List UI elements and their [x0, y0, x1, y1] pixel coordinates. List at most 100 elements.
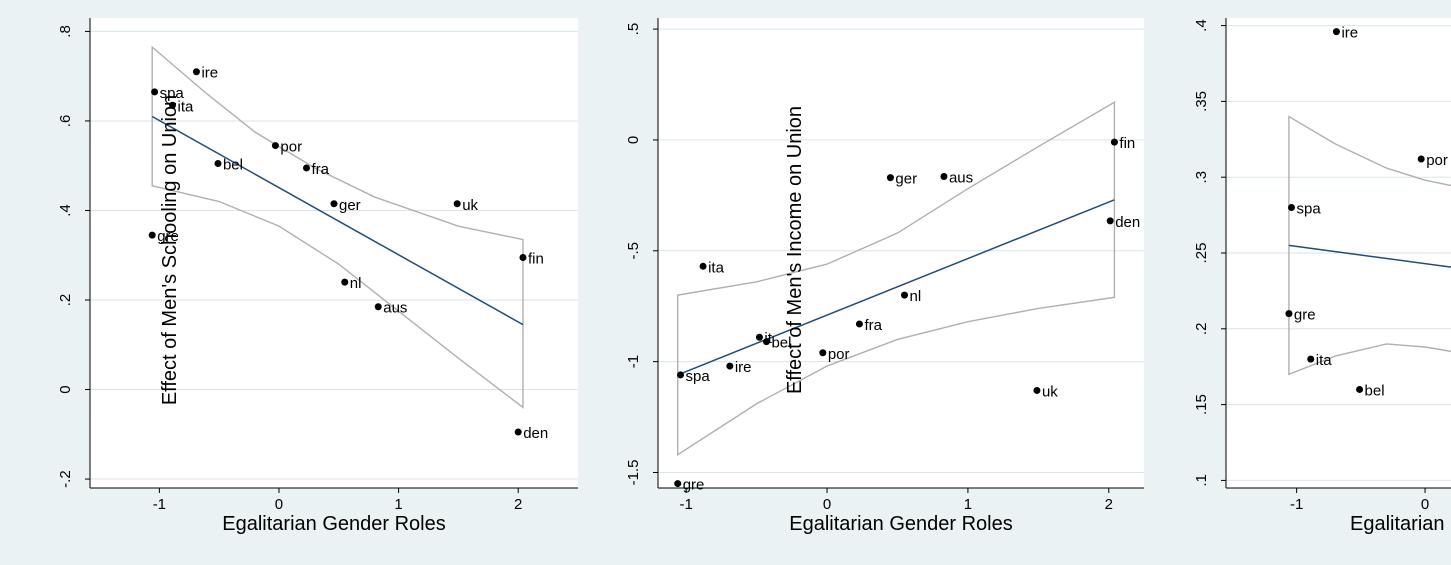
- data-point-bel: [762, 338, 770, 346]
- data-point-bel: [1356, 385, 1364, 393]
- data-point-spa: [677, 371, 685, 379]
- point-label-bel: bel: [1365, 382, 1385, 399]
- y-tick-label: .15: [1193, 394, 1210, 415]
- y-tick-label: 0: [625, 136, 642, 144]
- data-point-bel: [214, 159, 222, 167]
- point-label-bel: bel: [223, 156, 243, 173]
- x-axis-title: Egalitarian Gender Roles: [222, 513, 445, 535]
- data-point-ita: [699, 262, 707, 270]
- point-label-uk: uk: [1042, 383, 1058, 400]
- data-point-por: [819, 349, 827, 357]
- y-axis-title: Effect of Men's Schooling on Union: [159, 95, 181, 405]
- chart-panel-3: .1.15.2.25.3.35.4-10ireporfrspagreitabel…: [1193, 18, 1451, 535]
- data-point-aus: [374, 303, 382, 311]
- point-label-aus: aus: [949, 170, 973, 187]
- y-tick-label: .35: [1193, 91, 1210, 112]
- x-tick-label: -1: [1290, 496, 1303, 513]
- data-point-fin: [519, 253, 527, 261]
- point-label-por: por: [280, 139, 302, 156]
- x-tick-label: -1: [153, 496, 166, 513]
- data-point-gre: [1285, 310, 1293, 318]
- y-tick-label: .5: [625, 23, 642, 36]
- x-tick-label: 1: [394, 496, 402, 513]
- point-label-bel: bel: [771, 335, 791, 352]
- point-label-it: it: [764, 330, 772, 347]
- fit-line: [1288, 244, 1451, 268]
- point-label-ger: ger: [339, 197, 361, 214]
- y-tick-label: .4: [57, 204, 74, 217]
- data-point-ger: [330, 200, 338, 208]
- point-label-gre: gre: [1294, 307, 1316, 324]
- y-tick-label: .2: [57, 294, 74, 307]
- point-label-ita: ita: [1316, 352, 1333, 369]
- data-point-den: [514, 428, 522, 436]
- point-label-den: den: [1115, 214, 1140, 231]
- data-point-por: [271, 142, 279, 150]
- data-point-spa: [1287, 204, 1295, 212]
- point-label-por: por: [1426, 152, 1448, 169]
- y-tick-label: -.5: [625, 242, 642, 260]
- data-point-por: [1417, 155, 1425, 163]
- point-label-ire: ire: [1341, 25, 1358, 42]
- x-tick-label: 0: [275, 496, 283, 513]
- data-point-fra: [855, 320, 863, 328]
- x-tick-label: -1: [680, 496, 693, 513]
- data-point-den: [1106, 217, 1114, 225]
- x-tick-label: 1: [964, 496, 972, 513]
- y-tick-label: .4: [1193, 19, 1210, 32]
- chart-panel-2: -1.5 -1 -.5 0 .5 -1 0 1 2 fin ger aus den ita nl fra itb…: [625, 18, 1144, 535]
- x-axis-title: Egalitarian Gender Roles: [789, 513, 1012, 535]
- y-tick-label: .1: [1193, 474, 1210, 487]
- point-label-den: den: [523, 425, 548, 442]
- point-label-gre: gre: [157, 228, 179, 245]
- y-tick-label: .25: [1193, 243, 1210, 264]
- x-tick-label: 0: [1421, 496, 1429, 513]
- point-label-fin: fin: [1119, 135, 1135, 152]
- point-label-spa: spa: [1296, 201, 1321, 218]
- data-point-fra: [302, 164, 310, 172]
- data-point-ire: [192, 68, 200, 76]
- point-label-ita: ita: [178, 98, 195, 115]
- point-label-uk: uk: [462, 197, 478, 214]
- y-tick-label: .6: [57, 115, 74, 128]
- y-tick-label: .2: [1193, 323, 1210, 336]
- data-point-aus: [940, 173, 948, 181]
- data-point-nl: [341, 278, 349, 286]
- x-tick-label: 2: [1105, 496, 1113, 513]
- y-tick-label: -1.5: [625, 460, 642, 486]
- data-point-ger: [886, 174, 894, 182]
- data-point-uk: [1033, 386, 1041, 394]
- data-point-uk: [453, 200, 461, 208]
- x-tick-label: 2: [514, 496, 522, 513]
- y-tick-label: .3: [1193, 171, 1210, 184]
- data-point-nl: [901, 291, 909, 299]
- point-label-ire: ire: [735, 359, 752, 376]
- point-label-fra: fra: [311, 161, 329, 178]
- y-tick-label: -1: [625, 355, 642, 368]
- point-label-ire: ire: [201, 65, 218, 82]
- point-label-ger: ger: [895, 171, 917, 188]
- plot-area: [658, 18, 1144, 488]
- y-tick-label: .8: [57, 25, 74, 38]
- data-point-ire: [726, 362, 734, 370]
- x-axis-title: Egalitarian: [1350, 513, 1445, 535]
- point-label-fin: fin: [528, 250, 544, 267]
- y-tick-label: -.2: [57, 470, 74, 488]
- point-label-spa: spa: [686, 368, 711, 385]
- data-point-spa: [151, 88, 159, 96]
- y-axis-title: Effect of Men's Income on Union: [784, 106, 806, 394]
- x-tick-label: 0: [823, 496, 831, 513]
- point-label-por: por: [828, 346, 850, 363]
- y-tick-label: 0: [57, 385, 74, 393]
- data-point-fin: [1110, 138, 1118, 146]
- plot-area: [90, 18, 578, 488]
- point-label-ita: ita: [708, 259, 725, 276]
- data-point-ita: [1307, 355, 1315, 363]
- point-label-nl: nl: [350, 275, 362, 292]
- point-label-aus: aus: [383, 300, 407, 317]
- data-point-it: [755, 333, 763, 341]
- data-point-ire: [1332, 28, 1340, 36]
- data-point-gre: [674, 480, 682, 488]
- data-point-gre: [148, 231, 156, 239]
